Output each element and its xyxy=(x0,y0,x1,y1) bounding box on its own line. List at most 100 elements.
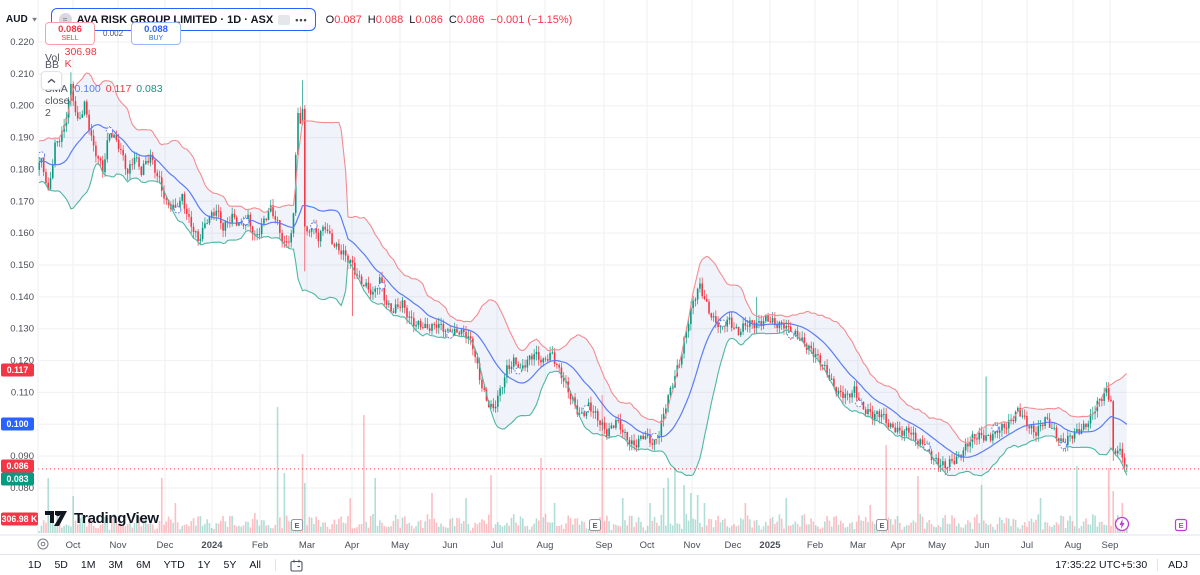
time-tick-label: Nov xyxy=(110,540,127,551)
range-1M[interactable]: 1M xyxy=(80,559,96,571)
time-tick-label: Sep xyxy=(596,540,613,551)
bb-lower-value: 0.083 xyxy=(136,83,163,95)
clock-timezone[interactable]: 17:35:22 UTC+5:30 xyxy=(1055,559,1148,571)
range-1D[interactable]: 1D xyxy=(28,559,42,571)
price-badge: 0.117 xyxy=(7,365,29,375)
alert-lightning-icon[interactable] xyxy=(1114,516,1130,532)
spread-value: 0.002 xyxy=(103,29,124,38)
volume-legend-row[interactable]: Vol 306.98 K xyxy=(45,46,97,70)
time-tick-label: 2024 xyxy=(201,540,223,551)
price-tick-label: 0.220 xyxy=(10,37,34,48)
time-tick-label: Oct xyxy=(66,540,81,551)
range-switcher: 1D 5D 1M 3M 6M YTD 1Y 5Y All xyxy=(28,559,261,571)
compare-icon xyxy=(278,14,291,25)
time-axis-labels[interactable]: Oct Nov Dec 2024 Feb Mar Apr May Jun Jul Aug Sep Oct… xyxy=(66,540,1119,551)
time-tick-label: May xyxy=(391,540,409,551)
range-All[interactable]: All xyxy=(249,559,262,571)
symbol-button[interactable]: ≈ AVA RISK GROUP LIMITED · 1D · ASX ••• xyxy=(50,8,316,31)
close-value: 0.086 xyxy=(456,13,485,26)
range-1Y[interactable]: 1Y xyxy=(197,559,211,571)
range-3M[interactable]: 3M xyxy=(108,559,124,571)
toolbar-divider xyxy=(1157,559,1159,571)
price-tick-label: 0.090 xyxy=(10,451,34,462)
price-tick-label: 0.190 xyxy=(10,133,34,144)
time-tick-label: Jun xyxy=(442,540,457,551)
tradingview-logo-text: TradingView xyxy=(74,510,159,527)
svg-text:E: E xyxy=(294,521,299,530)
price-tick-label: 0.120 xyxy=(10,356,34,367)
earnings-badge[interactable]: E xyxy=(876,519,888,531)
tradingview-logo[interactable]: TradingView xyxy=(45,510,159,527)
ohlc-readout: O0.087 H0.088 L0.086 C0.086 −0.001 (−1.1… xyxy=(325,13,573,26)
bollinger-fill xyxy=(39,73,1127,476)
time-tick-label: Mar xyxy=(850,540,866,551)
time-tick-label: Oct xyxy=(640,540,655,551)
volume-value: 306.98 K xyxy=(64,46,97,70)
sell-button[interactable]: 0.086 SELL xyxy=(45,22,95,45)
range-YTD[interactable]: YTD xyxy=(163,559,185,571)
time-tick-label: 2025 xyxy=(759,540,781,551)
bb-basis-value: 0.100 xyxy=(74,83,101,95)
range-6M[interactable]: 6M xyxy=(136,559,151,571)
price-tick-label: 0.140 xyxy=(10,292,34,303)
price-tick-label: 0.160 xyxy=(10,228,34,239)
time-tick-label: Apr xyxy=(345,540,360,551)
price-tick-label: 0.080 xyxy=(10,483,34,494)
bollinger-lower-line xyxy=(38,162,1128,477)
time-tick-label: Feb xyxy=(807,540,823,551)
price-tick-label: 0.180 xyxy=(10,164,34,175)
price-tick-label: 0.110 xyxy=(11,387,34,398)
low-value: 0.086 xyxy=(415,13,443,26)
buy-button[interactable]: 0.088 BUY xyxy=(131,22,182,45)
more-options-icon[interactable]: ••• xyxy=(295,14,308,25)
price-tick-label: 0.210 xyxy=(10,69,34,80)
price-badge: 0.086 xyxy=(6,461,28,471)
series-circle-markers xyxy=(37,126,1067,451)
price-badge: 0.100 xyxy=(6,419,28,429)
time-tick-label: Jun xyxy=(974,540,989,551)
price-badge: 0.083 xyxy=(6,474,28,484)
symbol-title: AVA RISK GROUP LIMITED · 1D · ASX xyxy=(76,13,274,26)
chevron-up-icon xyxy=(47,78,56,83)
time-tick-label: Jul xyxy=(1021,540,1033,551)
volume-label: Vol xyxy=(45,52,60,64)
toolbar-divider xyxy=(275,559,277,571)
currency-selector[interactable]: AUD ▼ xyxy=(6,14,39,25)
pane-collapse-button[interactable] xyxy=(41,71,62,90)
svg-text:E: E xyxy=(879,521,884,530)
bollinger-upper-line xyxy=(38,72,1128,444)
earnings-badge[interactable]: E xyxy=(291,519,303,531)
price-tick-label: 0.200 xyxy=(10,101,34,112)
upcoming-earnings-badge[interactable]: E xyxy=(1174,518,1188,532)
volume-series xyxy=(38,395,1128,533)
price-tick-label: 0.130 xyxy=(10,324,34,335)
range-5Y[interactable]: 5Y xyxy=(223,559,237,571)
time-tick-label: Aug xyxy=(1065,540,1082,551)
grid xyxy=(38,0,1200,535)
tradingview-mark-icon xyxy=(45,510,67,526)
svg-text:E: E xyxy=(1178,521,1183,530)
bottom-toolbar: 1D 5D 1M 3M 6M YTD 1Y 5Y All 17:35:22 UTC+5:30 A… xyxy=(0,554,1200,575)
change-value: −0.001 (−1.15%) xyxy=(490,13,573,26)
time-tick-label: Dec xyxy=(157,540,174,551)
bollinger-legend-row[interactable]: BB 20 SMA close 2 0.100 0.117 0.083 xyxy=(45,59,163,119)
time-tick-label: Jul xyxy=(491,540,503,551)
range-5D[interactable]: 5D xyxy=(54,559,68,571)
price-tick-label: 0.150 xyxy=(10,260,34,271)
bollinger-basis-line xyxy=(38,123,1128,458)
time-tick-label: Mar xyxy=(299,540,315,551)
chevron-down-icon: ▼ xyxy=(30,15,39,24)
earnings-badge[interactable]: E xyxy=(589,519,601,531)
time-tick-label: May xyxy=(928,540,946,551)
time-tick-label: Aug xyxy=(537,540,554,551)
adj-toggle[interactable]: ADJ xyxy=(1168,559,1188,571)
session-clock-icon[interactable] xyxy=(37,538,49,550)
calendar-icon[interactable] xyxy=(290,559,303,572)
high-value: 0.088 xyxy=(375,13,404,26)
price-axis-badges: 0.117 0.100 0.086 0.083 306.98 K xyxy=(1,363,38,526)
svg-text:E: E xyxy=(592,521,597,530)
currency-label: AUD xyxy=(6,14,28,25)
time-tick-label: Feb xyxy=(252,540,268,551)
